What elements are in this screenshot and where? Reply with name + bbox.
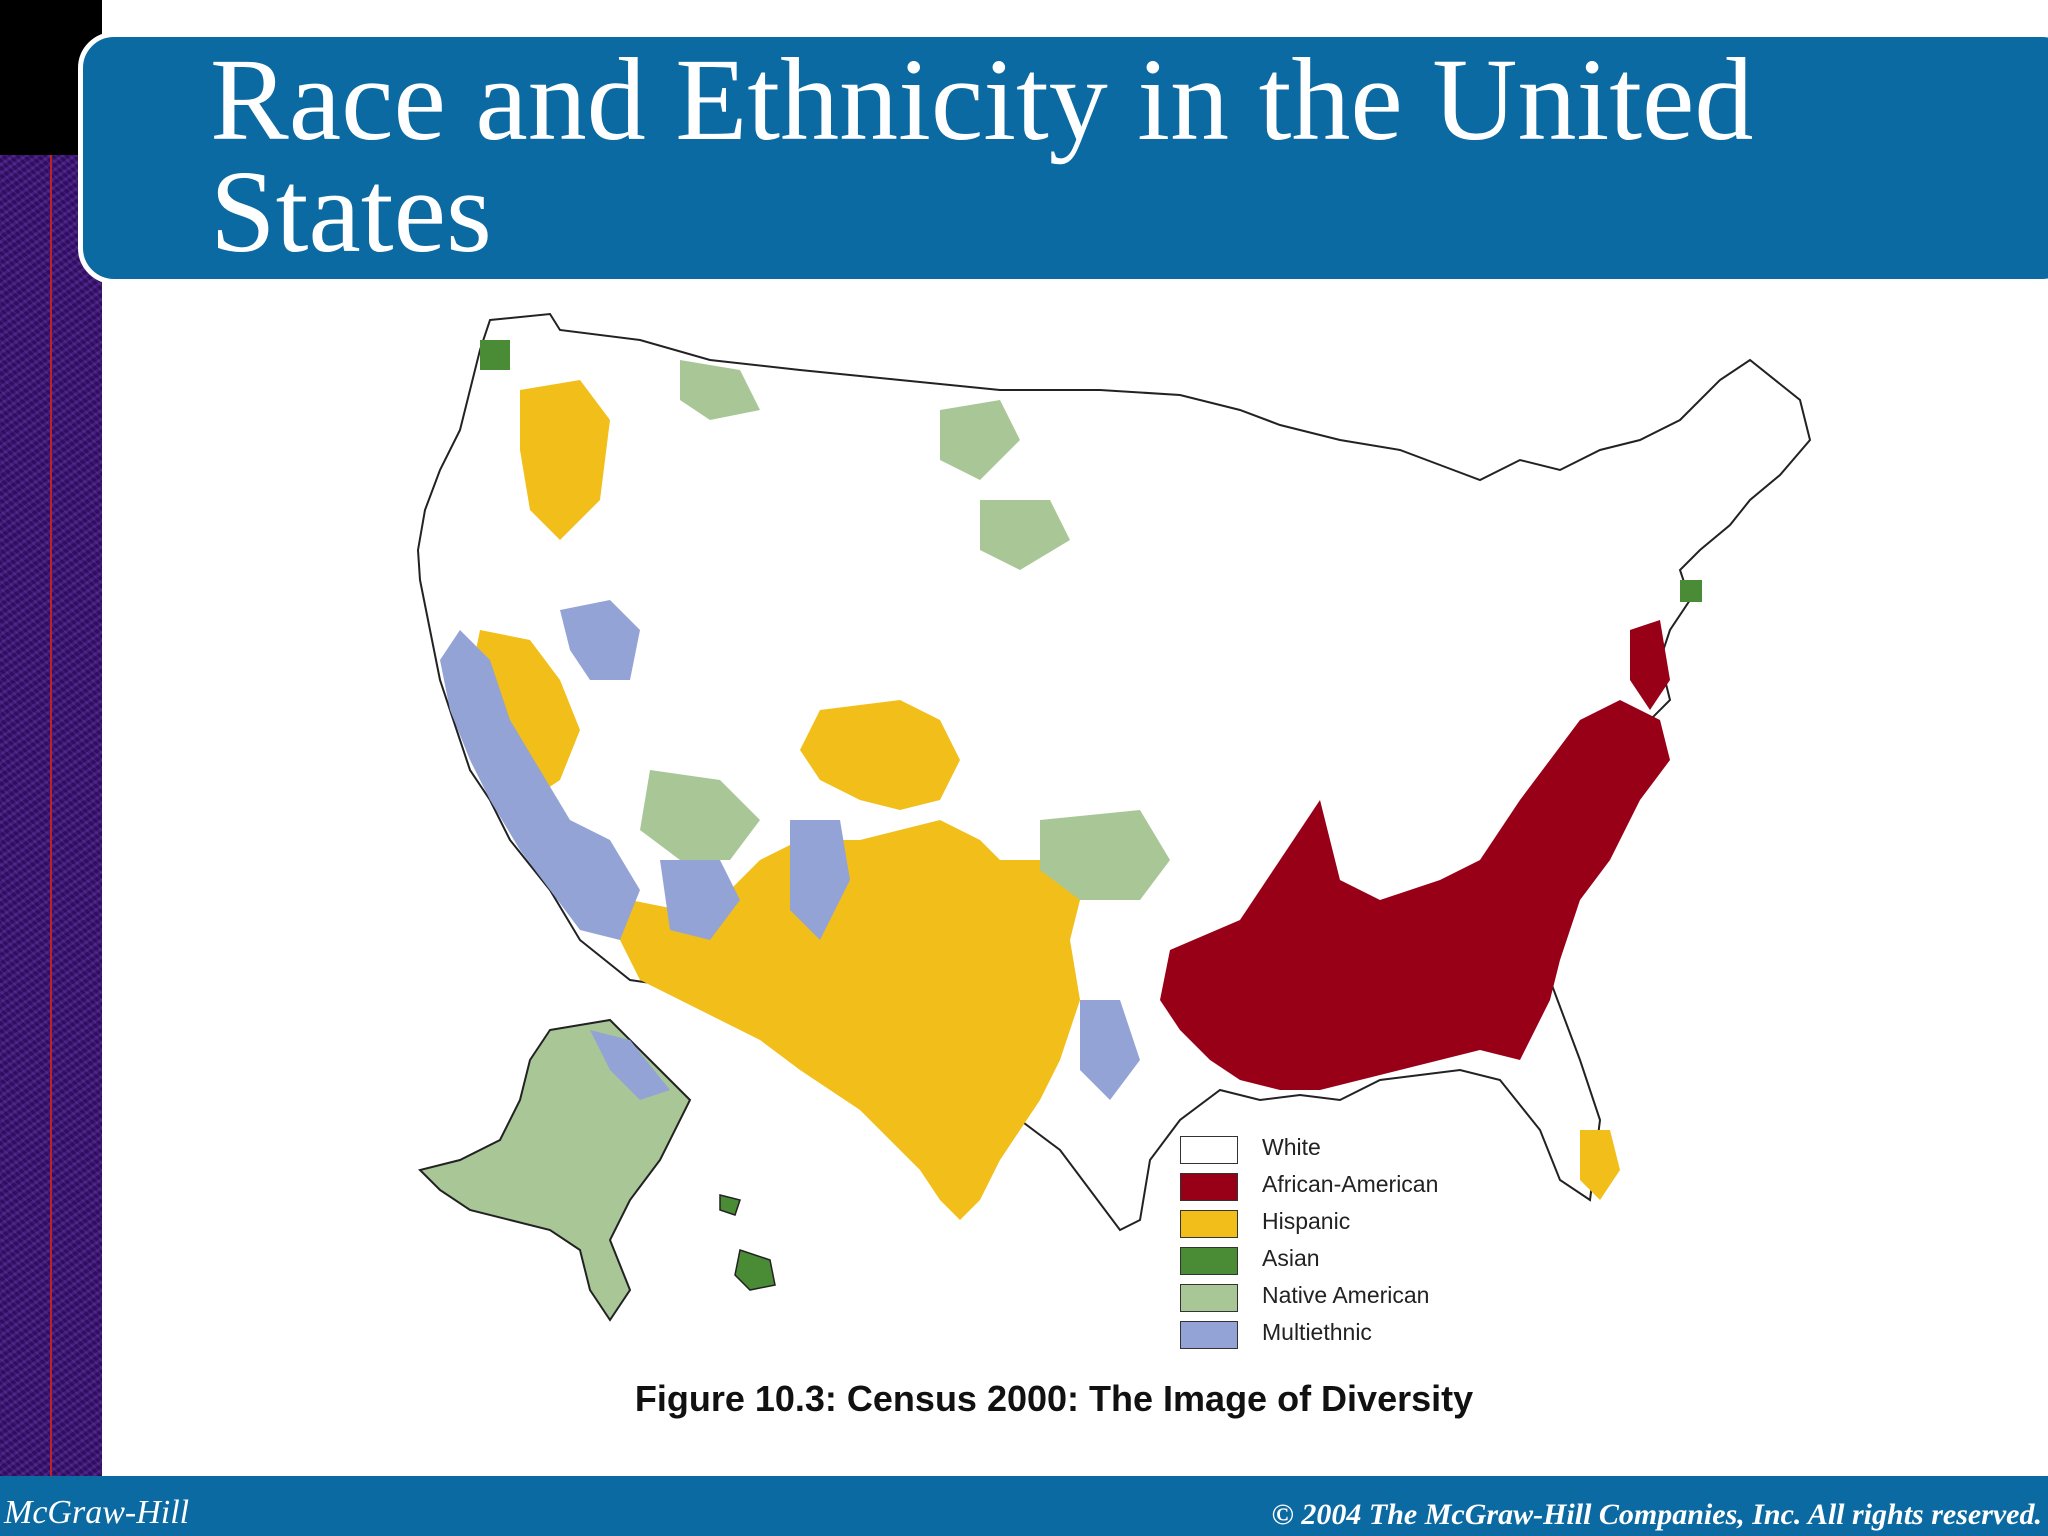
slide-title: Race and Ethnicity in the United States: [210, 34, 1754, 277]
african-american-midatlantic-region: [1630, 620, 1670, 710]
legend-label-white: White: [1262, 1134, 1321, 1160]
map-svg: [416, 312, 1812, 1322]
legend-item-hispanic: Hispanic: [1180, 1208, 1540, 1240]
legend-swatch-african-american: [1180, 1173, 1238, 1201]
legend-item-multiethnic: Multiethnic: [1180, 1319, 1540, 1351]
hawaii-island: [734, 1249, 776, 1291]
footer-rule: [0, 1476, 2048, 1482]
left-red-rule: [50, 155, 52, 1480]
legend-swatch-hispanic: [1180, 1210, 1238, 1238]
hispanic-colorado-region: [800, 700, 960, 810]
figure-caption: Figure 10.3: Census 2000: The Image of D…: [634, 1378, 1474, 1419]
legend-label-native-american: Native American: [1262, 1282, 1430, 1308]
legend-label-multiethnic: Multiethnic: [1262, 1319, 1372, 1345]
multiethnic-california-region: [440, 630, 640, 940]
multiethnic-nevada-region: [560, 600, 640, 680]
native-american-southdakota-region: [980, 500, 1070, 570]
native-american-montana-region: [680, 360, 760, 420]
title-bar: [78, 32, 2048, 284]
legend-item-african-american: African-American: [1180, 1171, 1540, 1203]
hispanic-florida-region: [1580, 1130, 1620, 1200]
native-american-dakotas-region: [940, 400, 1020, 480]
footer-bar: [0, 1482, 2048, 1536]
legend-swatch-white: [1180, 1136, 1238, 1164]
asian-newyork-marker: [1680, 580, 1702, 602]
legend-label-asian: Asian: [1262, 1245, 1320, 1271]
legend-label-hispanic: Hispanic: [1262, 1208, 1351, 1234]
hispanic-idaho-oregon-region: [520, 380, 610, 540]
legend-item-native-american: Native American: [1180, 1282, 1540, 1314]
hawaii-small-island: [719, 1194, 741, 1216]
multiethnic-arizona-region: [660, 860, 740, 940]
legend-item-white: White: [1180, 1134, 1540, 1166]
legend-label-african-american: African-American: [1262, 1171, 1439, 1197]
us-diversity-map: [380, 300, 1840, 1360]
multiethnic-newmexico-region: [790, 820, 850, 940]
alaska-region: [418, 1018, 692, 1322]
legend-swatch-asian: [1180, 1247, 1238, 1275]
multiethnic-texas-gulf-region: [1080, 1000, 1140, 1100]
native-american-oklahoma-region: [1040, 810, 1170, 900]
legend-swatch-multiethnic: [1180, 1321, 1238, 1349]
native-american-arizona-region: [640, 770, 760, 860]
alaska-multiethnic-region: [590, 1030, 670, 1100]
legend-item-asian: Asian: [1180, 1245, 1540, 1277]
footer-copyright: © 2004 The McGraw-Hill Companies, Inc. A…: [1271, 1498, 2043, 1531]
african-american-southeast-region: [1160, 700, 1670, 1090]
footer-publisher: McGraw-Hill: [4, 1494, 190, 1531]
asian-washington-marker: [480, 340, 510, 370]
legend-swatch-native-american: [1180, 1284, 1238, 1312]
